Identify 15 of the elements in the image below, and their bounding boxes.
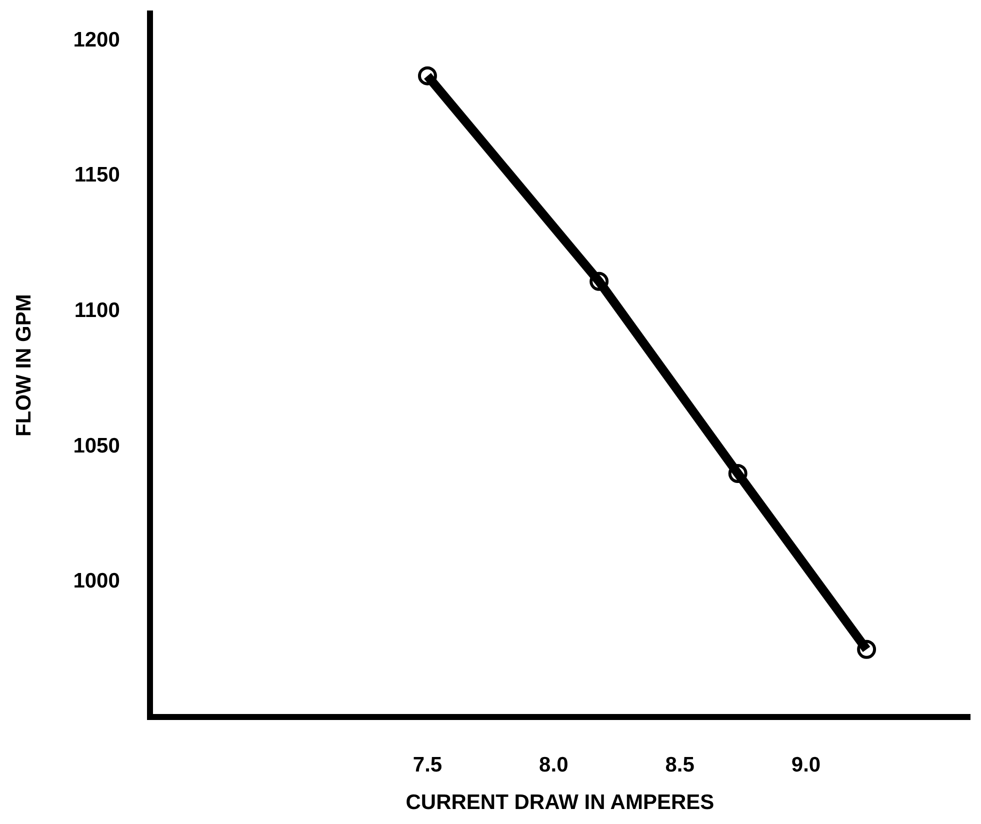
point bbox=[857, 640, 876, 659]
point bbox=[418, 66, 437, 86]
y-axis-title: FLOW IN GPM bbox=[12, 294, 36, 436]
point bbox=[590, 272, 609, 291]
x-axis-title: CURRENT DRAW IN AMPERES bbox=[406, 791, 714, 814]
x-tick-label: 8.0 bbox=[539, 753, 568, 776]
y-tick-label: 1000 bbox=[73, 570, 120, 593]
x-tick-label: 8.5 bbox=[665, 753, 695, 776]
y-tick-label: 1050 bbox=[73, 434, 120, 458]
y-tick-label: 1200 bbox=[73, 28, 120, 52]
point bbox=[728, 464, 748, 484]
y-tick-label: 1150 bbox=[74, 164, 120, 187]
x-tick-label: 7.5 bbox=[412, 753, 442, 776]
x-tick-label: 9.0 bbox=[791, 753, 821, 776]
y-tick-label: 1100 bbox=[74, 298, 120, 322]
